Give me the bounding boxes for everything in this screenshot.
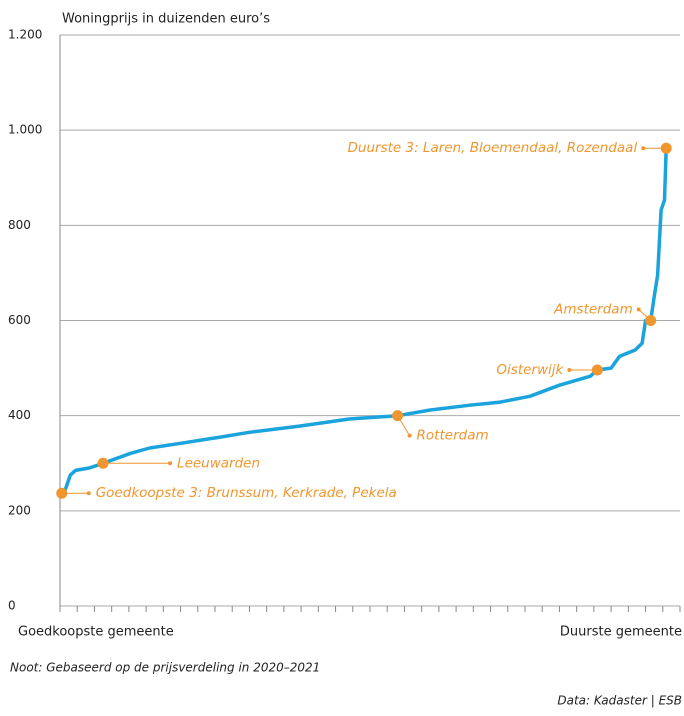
annotation: Duurste 3: Laren, Bloemendaal, Rozendaal: [348, 140, 638, 156]
leader-end: [86, 491, 91, 496]
y-axis-label: Woningprijs in duizenden euro’s: [62, 12, 270, 27]
annotation: Leeuwarden: [177, 455, 260, 471]
y-tick-label: 200: [8, 503, 31, 517]
annotation: Amsterdam: [553, 302, 633, 318]
y-tick-label: 1.000: [8, 123, 42, 137]
highlight-point: [591, 364, 603, 376]
highlight-point: [645, 315, 657, 326]
x-label-left: Goedkoopste gemeente: [18, 625, 174, 640]
leader-end: [636, 307, 641, 312]
highlight-point: [660, 142, 672, 154]
leader-end: [641, 146, 646, 151]
annotation: Goedkoopste 3: Brunssum, Kerkrade, Pekel…: [96, 485, 397, 501]
leader-end: [407, 433, 412, 438]
y-tick-label: 800: [8, 218, 31, 232]
y-tick-label: 1.200: [8, 28, 42, 42]
highlight-point: [392, 410, 404, 422]
source: Data: Kadaster | ESB: [557, 694, 682, 708]
x-label-right: Duurste gemeente: [560, 625, 682, 640]
note: Noot: Gebaseerd op de prijsverdeling in …: [10, 661, 320, 675]
y-tick-label: 0: [8, 599, 16, 613]
annotation: Rotterdam: [417, 428, 489, 444]
y-tick-label: 600: [8, 313, 31, 327]
annotation: Oisterwijk: [496, 362, 564, 378]
y-tick-label: 400: [8, 408, 31, 422]
highlight-point: [97, 457, 109, 469]
highlight-point: [56, 487, 68, 499]
leader-end: [567, 367, 572, 372]
leader-end: [168, 461, 173, 466]
